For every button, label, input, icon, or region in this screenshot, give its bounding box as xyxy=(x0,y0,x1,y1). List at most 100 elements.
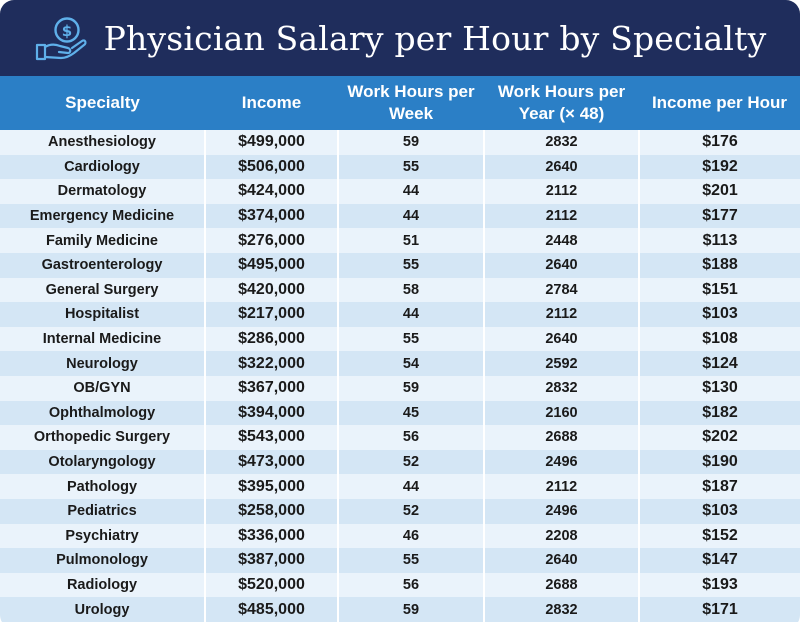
cell-income: $420,000 xyxy=(205,277,339,303)
cell-income: $424,000 xyxy=(205,179,339,204)
cell-specialty: Otolaryngology xyxy=(0,449,206,475)
cell-hours-year: 2160 xyxy=(484,400,640,426)
table-row: Pediatrics $258,000 52 2496 $103 xyxy=(0,498,800,524)
cell-hours-week: 56 xyxy=(338,572,485,598)
cell-specialty: Dermatology xyxy=(0,179,206,204)
cell-hours-week: 45 xyxy=(338,400,485,426)
cell-hours-year: 2832 xyxy=(484,597,640,622)
cell-hours-week: 44 xyxy=(338,302,485,327)
cell-hours-week: 52 xyxy=(338,449,485,475)
col-header-income-per-hour: Income per Hour xyxy=(651,93,788,112)
table-row: Gastroenterology $495,000 55 2640 $188 xyxy=(0,252,800,278)
cell-hours-year: 2208 xyxy=(484,523,640,549)
table-row: Orthopedic Surgery $543,000 56 2688 $202 xyxy=(0,425,800,450)
cell-hours-year: 2112 xyxy=(484,474,640,499)
cell-income: $367,000 xyxy=(205,375,339,401)
cell-hours-week: 44 xyxy=(338,203,485,229)
cell-income-per-hour: $151 xyxy=(702,280,738,298)
cell-specialty: Family Medicine xyxy=(0,228,206,253)
cell-income-per-hour: $177 xyxy=(702,207,738,225)
cell-specialty: General Surgery xyxy=(0,277,206,303)
title-group: $ Physician Salary per Hour by Specialty xyxy=(34,15,767,61)
table-row: Internal Medicine $286,000 55 2640 $108 xyxy=(0,326,800,352)
cell-income-per-hour: $171 xyxy=(702,600,738,618)
cell-specialty: Pediatrics xyxy=(0,498,206,524)
page-title: Physician Salary per Hour by Specialty xyxy=(103,18,767,58)
cell-hours-week: 55 xyxy=(338,326,485,352)
cell-hours-week: 51 xyxy=(338,228,485,253)
cell-hours-week: 44 xyxy=(338,474,485,499)
cell-income: $276,000 xyxy=(205,228,339,253)
cell-income: $387,000 xyxy=(205,548,339,573)
cell-income: $495,000 xyxy=(205,252,339,278)
cell-income-per-hour: $130 xyxy=(702,379,738,397)
cell-income-per-hour: $147 xyxy=(702,551,738,569)
table-body: Anesthesiology $499,000 59 2832 $176 Cardiolo… xyxy=(0,130,800,622)
cell-hours-week: 44 xyxy=(338,179,485,204)
table-row: Otolaryngology $473,000 52 2496 $190 xyxy=(0,449,800,475)
cell-hours-year: 2112 xyxy=(484,302,640,327)
cell-income: $473,000 xyxy=(205,449,339,475)
cell-hours-year: 2640 xyxy=(484,326,640,352)
table-row: Hospitalist $217,000 44 2112 $103 xyxy=(0,302,800,327)
cell-hours-year: 2640 xyxy=(484,548,640,573)
svg-text:$: $ xyxy=(61,22,71,40)
cell-specialty: Emergency Medicine xyxy=(0,203,206,229)
cell-specialty: Pulmonology xyxy=(0,548,206,573)
cell-income: $506,000 xyxy=(205,154,339,180)
cell-specialty: Ophthalmology xyxy=(0,400,206,426)
cell-income-per-hour: $108 xyxy=(702,330,738,348)
title-bar: $ Physician Salary per Hour by Specialty xyxy=(0,0,800,76)
cell-hours-year: 2784 xyxy=(484,277,640,303)
cell-hours-week: 54 xyxy=(338,351,485,376)
cell-income-per-hour: $201 xyxy=(702,182,738,200)
cell-hours-year: 2832 xyxy=(484,130,640,155)
cell-hours-week: 55 xyxy=(338,252,485,278)
table-header-row: Specialty Income Work Hours per Week Wor… xyxy=(0,76,800,130)
table-row: OB/GYN $367,000 59 2832 $130 xyxy=(0,375,800,401)
salary-table: Specialty Income Work Hours per Week Wor… xyxy=(0,76,800,622)
cell-hours-year: 2496 xyxy=(484,449,640,475)
cell-income-per-hour: $192 xyxy=(702,157,738,175)
cell-income-per-hour: $187 xyxy=(702,477,738,495)
cell-hours-week: 59 xyxy=(338,597,485,622)
cell-hours-year: 2640 xyxy=(484,154,640,180)
cell-income: $499,000 xyxy=(205,130,339,155)
cell-hours-year: 2688 xyxy=(484,572,640,598)
table-row: Pathology $395,000 44 2112 $187 xyxy=(0,474,800,499)
cell-hours-year: 2448 xyxy=(484,228,640,253)
cell-income: $286,000 xyxy=(205,326,339,352)
cell-income-per-hour: $193 xyxy=(702,575,738,593)
col-header-hours-year: Work Hours per Year (× 48) xyxy=(497,82,626,123)
table-row: General Surgery $420,000 58 2784 $151 xyxy=(0,277,800,303)
table-row: Ophthalmology $394,000 45 2160 $182 xyxy=(0,400,800,426)
cell-hours-week: 55 xyxy=(338,548,485,573)
cell-income: $258,000 xyxy=(205,498,339,524)
cell-income-per-hour: $103 xyxy=(702,305,738,323)
cell-income: $520,000 xyxy=(205,572,339,598)
cell-income-per-hour: $124 xyxy=(702,354,738,372)
cell-hours-week: 59 xyxy=(338,375,485,401)
cell-hours-year: 2112 xyxy=(484,179,640,204)
table-row: Dermatology $424,000 44 2112 $201 xyxy=(0,179,800,204)
cell-income-per-hour: $190 xyxy=(702,453,738,471)
cell-income: $217,000 xyxy=(205,302,339,327)
cell-specialty: Anesthesiology xyxy=(0,130,206,155)
cell-hours-year: 2496 xyxy=(484,498,640,524)
cell-income-per-hour: $113 xyxy=(702,231,738,249)
cell-income: $395,000 xyxy=(205,474,339,499)
cell-income: $485,000 xyxy=(205,597,339,622)
cell-income-per-hour: $176 xyxy=(702,133,738,151)
cell-specialty: Radiology xyxy=(0,572,206,598)
cell-income: $336,000 xyxy=(205,523,339,549)
cell-hours-year: 2640 xyxy=(484,252,640,278)
cell-income-per-hour: $182 xyxy=(702,403,738,421)
cell-hours-year: 2112 xyxy=(484,203,640,229)
hand-holding-dollar-icon: $ xyxy=(35,17,87,61)
table-row: Family Medicine $276,000 51 2448 $113 xyxy=(0,228,800,253)
cell-specialty: Neurology xyxy=(0,351,206,376)
cell-specialty: Psychiatry xyxy=(0,523,206,549)
cell-hours-year: 2688 xyxy=(484,425,640,450)
col-header-hours-week: Work Hours per Week xyxy=(347,82,475,123)
